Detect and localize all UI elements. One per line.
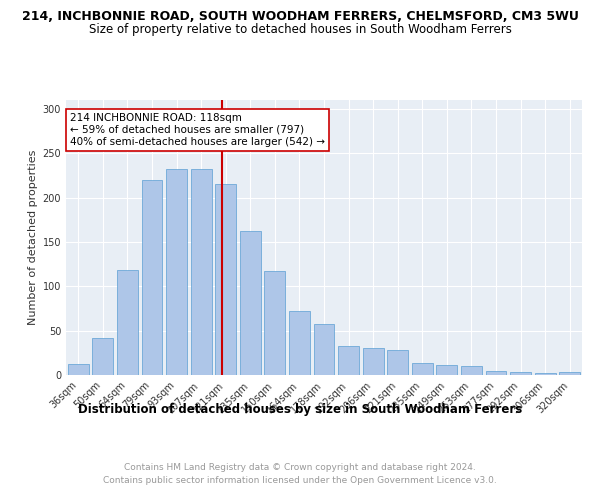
Bar [191, 169, 212, 375]
Bar [265, 271, 286, 375]
Bar [535, 373, 556, 375]
Y-axis label: Number of detached properties: Number of detached properties [28, 150, 38, 325]
Bar [436, 365, 457, 375]
Bar [412, 364, 433, 375]
Text: Contains public sector information licensed under the Open Government Licence v3: Contains public sector information licen… [103, 476, 497, 485]
Bar [510, 372, 531, 375]
Bar [362, 348, 383, 375]
Bar [461, 366, 482, 375]
Bar [289, 311, 310, 375]
Text: 214 INCHBONNIE ROAD: 118sqm
← 59% of detached houses are smaller (797)
40% of se: 214 INCHBONNIE ROAD: 118sqm ← 59% of det… [70, 114, 325, 146]
Text: Contains HM Land Registry data © Crown copyright and database right 2024.: Contains HM Land Registry data © Crown c… [124, 462, 476, 471]
Bar [142, 180, 163, 375]
Bar [92, 338, 113, 375]
Bar [240, 232, 261, 375]
Text: 214, INCHBONNIE ROAD, SOUTH WOODHAM FERRERS, CHELMSFORD, CM3 5WU: 214, INCHBONNIE ROAD, SOUTH WOODHAM FERR… [22, 10, 578, 23]
Bar [338, 346, 359, 375]
Bar [559, 372, 580, 375]
Text: Distribution of detached houses by size in South Woodham Ferrers: Distribution of detached houses by size … [78, 402, 522, 415]
Bar [215, 184, 236, 375]
Bar [485, 370, 506, 375]
Bar [117, 270, 138, 375]
Bar [387, 350, 408, 375]
Text: Size of property relative to detached houses in South Woodham Ferrers: Size of property relative to detached ho… [89, 22, 511, 36]
Bar [166, 169, 187, 375]
Bar [68, 364, 89, 375]
Bar [314, 324, 334, 375]
